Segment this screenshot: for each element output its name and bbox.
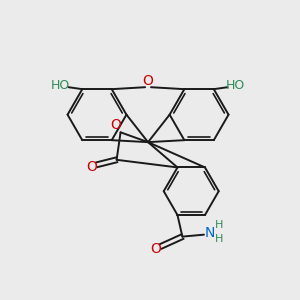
Text: N: N [205,226,215,240]
Text: HO: HO [226,79,245,92]
Text: O: O [87,160,98,174]
Text: O: O [142,74,154,88]
Text: O: O [151,242,161,256]
Text: H: H [214,220,223,230]
Text: HO: HO [51,79,70,92]
Text: O: O [110,118,121,133]
Text: H: H [214,234,223,244]
